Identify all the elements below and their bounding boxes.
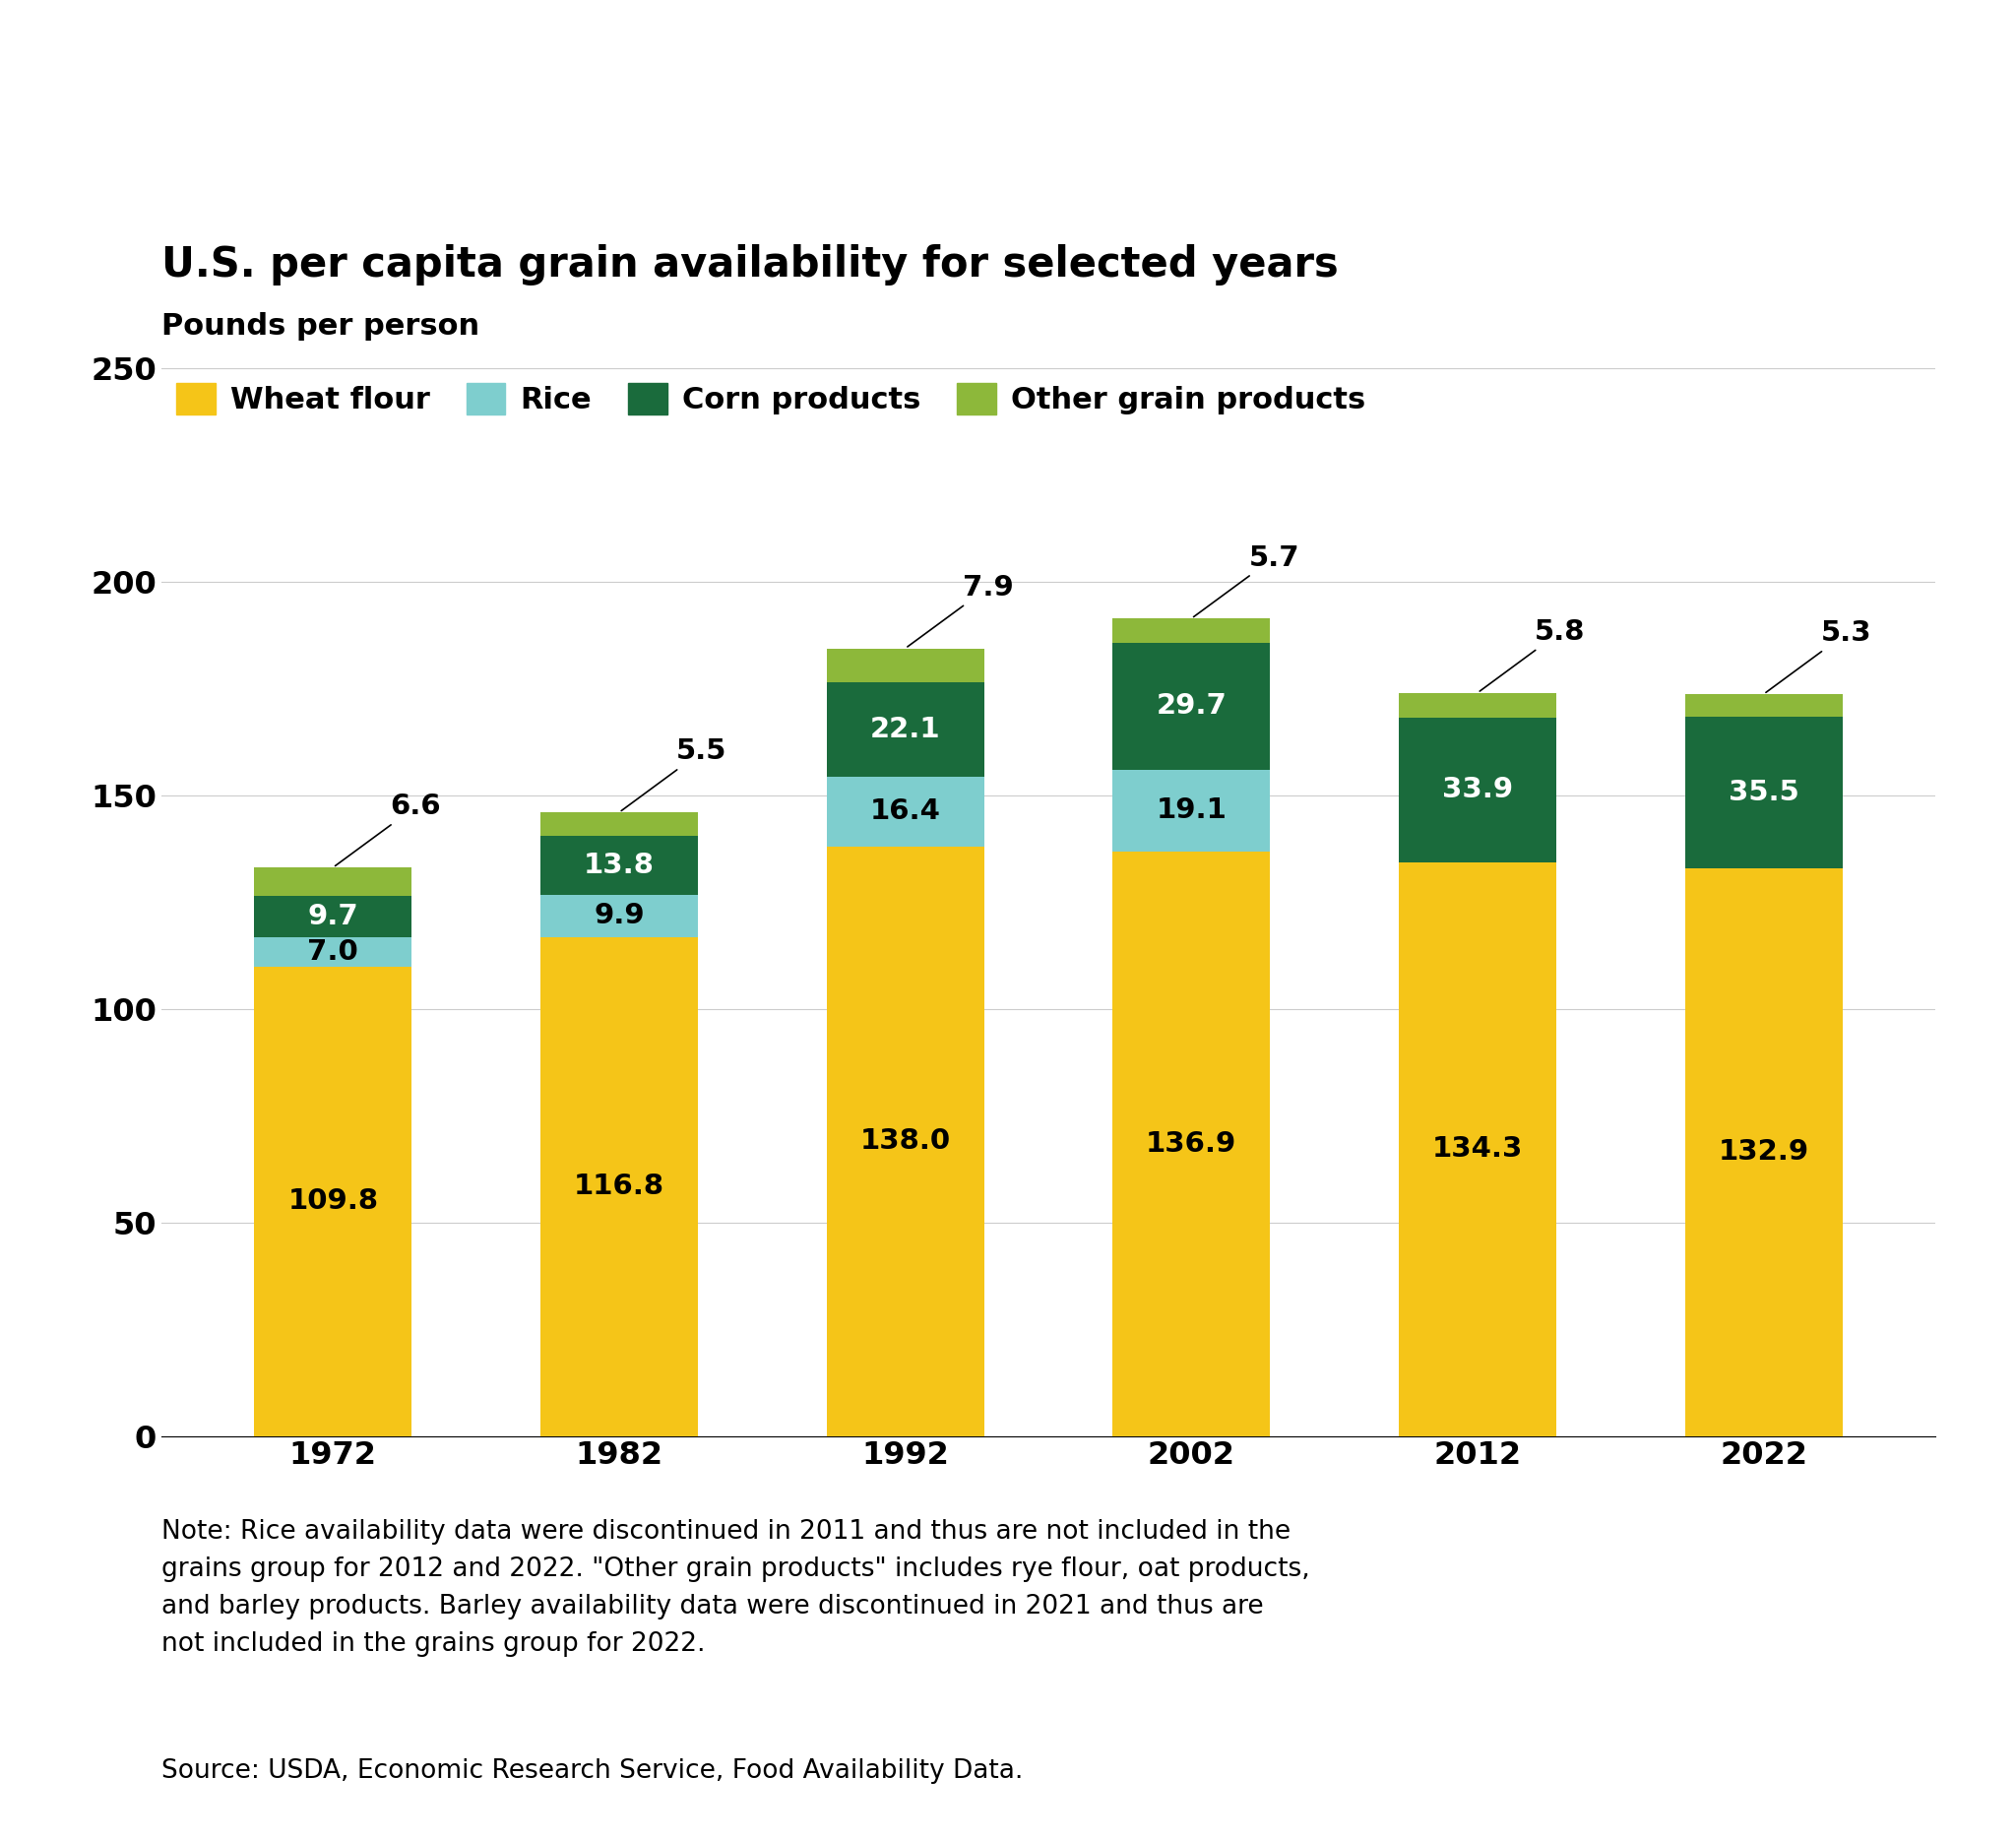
Text: 29.7: 29.7	[1155, 692, 1228, 720]
Text: 22.1: 22.1	[871, 716, 941, 744]
Text: U.S. per capita grain availability for selected years: U.S. per capita grain availability for s…	[161, 245, 1339, 285]
Bar	[254, 897, 411, 937]
Text: 9.7: 9.7	[308, 902, 359, 930]
Text: 13.8: 13.8	[585, 852, 655, 880]
Text: 5.8: 5.8	[1480, 619, 1585, 690]
Bar	[827, 683, 984, 777]
Bar	[254, 937, 411, 967]
Text: 116.8: 116.8	[575, 1173, 665, 1200]
Text: 5.7: 5.7	[1193, 543, 1300, 617]
Bar	[1113, 643, 1270, 770]
Bar	[540, 812, 698, 836]
Text: 138.0: 138.0	[861, 1127, 952, 1154]
Bar	[1685, 694, 1843, 716]
Bar	[1685, 869, 1843, 1436]
Text: 7.0: 7.0	[308, 939, 359, 967]
Bar	[1399, 718, 1556, 862]
Text: 7.9: 7.9	[907, 574, 1014, 646]
Text: 134.3: 134.3	[1431, 1136, 1522, 1164]
Bar	[827, 777, 984, 847]
Text: 16.4: 16.4	[869, 797, 941, 825]
Text: 19.1: 19.1	[1155, 797, 1228, 825]
Text: Pounds per person: Pounds per person	[161, 311, 480, 341]
Bar	[540, 937, 698, 1436]
Bar	[254, 967, 411, 1436]
Bar	[1685, 716, 1843, 869]
Text: 136.9: 136.9	[1145, 1130, 1236, 1158]
Bar	[1399, 862, 1556, 1436]
Text: 132.9: 132.9	[1718, 1138, 1808, 1165]
Bar	[540, 836, 698, 895]
Bar	[1113, 770, 1270, 851]
Text: Source: USDA, Economic Research Service, Food Availability Data.: Source: USDA, Economic Research Service,…	[161, 1758, 1022, 1784]
Text: 5.5: 5.5	[621, 738, 728, 810]
Text: 35.5: 35.5	[1728, 779, 1798, 806]
Text: 6.6: 6.6	[335, 793, 442, 865]
Bar	[540, 895, 698, 937]
Bar	[1399, 692, 1556, 718]
Text: 33.9: 33.9	[1441, 777, 1514, 805]
Legend: Wheat flour, Rice, Corn products, Other grain products: Wheat flour, Rice, Corn products, Other …	[175, 383, 1365, 414]
Text: 5.3: 5.3	[1766, 620, 1871, 692]
Bar	[1113, 851, 1270, 1436]
Text: Note: Rice availability data were discontinued in 2011 and thus are not included: Note: Rice availability data were discon…	[161, 1519, 1310, 1657]
Bar	[827, 847, 984, 1436]
Text: 9.9: 9.9	[593, 902, 645, 930]
Bar	[254, 867, 411, 897]
Bar	[827, 648, 984, 683]
Bar	[1113, 619, 1270, 643]
Text: 109.8: 109.8	[288, 1187, 379, 1215]
